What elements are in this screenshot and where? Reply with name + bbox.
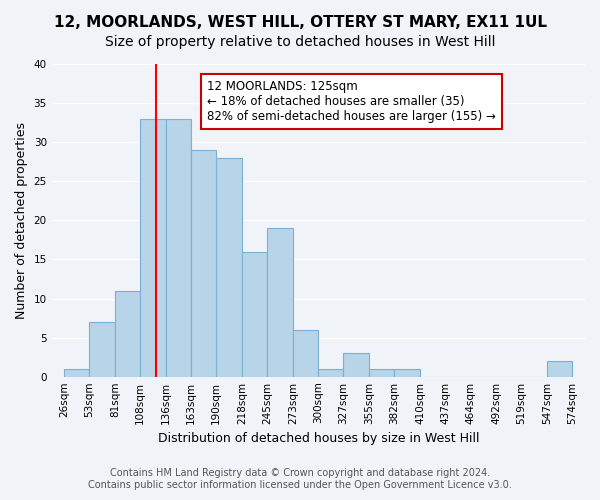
Text: 12, MOORLANDS, WEST HILL, OTTERY ST MARY, EX11 1UL: 12, MOORLANDS, WEST HILL, OTTERY ST MARY… (53, 15, 547, 30)
Bar (242, 252, 268, 376)
X-axis label: Distribution of detached houses by size in West Hill: Distribution of detached houses by size … (158, 432, 479, 445)
Bar (191, 150, 217, 376)
Y-axis label: Number of detached properties: Number of detached properties (15, 122, 28, 319)
Bar (268, 228, 293, 376)
Text: Size of property relative to detached houses in West Hill: Size of property relative to detached ho… (105, 35, 495, 49)
Bar (217, 158, 242, 376)
Bar (293, 330, 319, 376)
Bar (140, 118, 166, 376)
Bar (370, 369, 394, 376)
Bar (394, 369, 421, 376)
Bar (64, 369, 89, 376)
Bar (166, 118, 191, 376)
Bar (115, 290, 140, 376)
Bar (343, 353, 370, 376)
Bar (547, 361, 572, 376)
Text: Contains HM Land Registry data © Crown copyright and database right 2024.
Contai: Contains HM Land Registry data © Crown c… (88, 468, 512, 490)
Text: 12 MOORLANDS: 125sqm
← 18% of detached houses are smaller (35)
82% of semi-detac: 12 MOORLANDS: 125sqm ← 18% of detached h… (207, 80, 496, 122)
Bar (89, 322, 115, 376)
Bar (319, 369, 343, 376)
